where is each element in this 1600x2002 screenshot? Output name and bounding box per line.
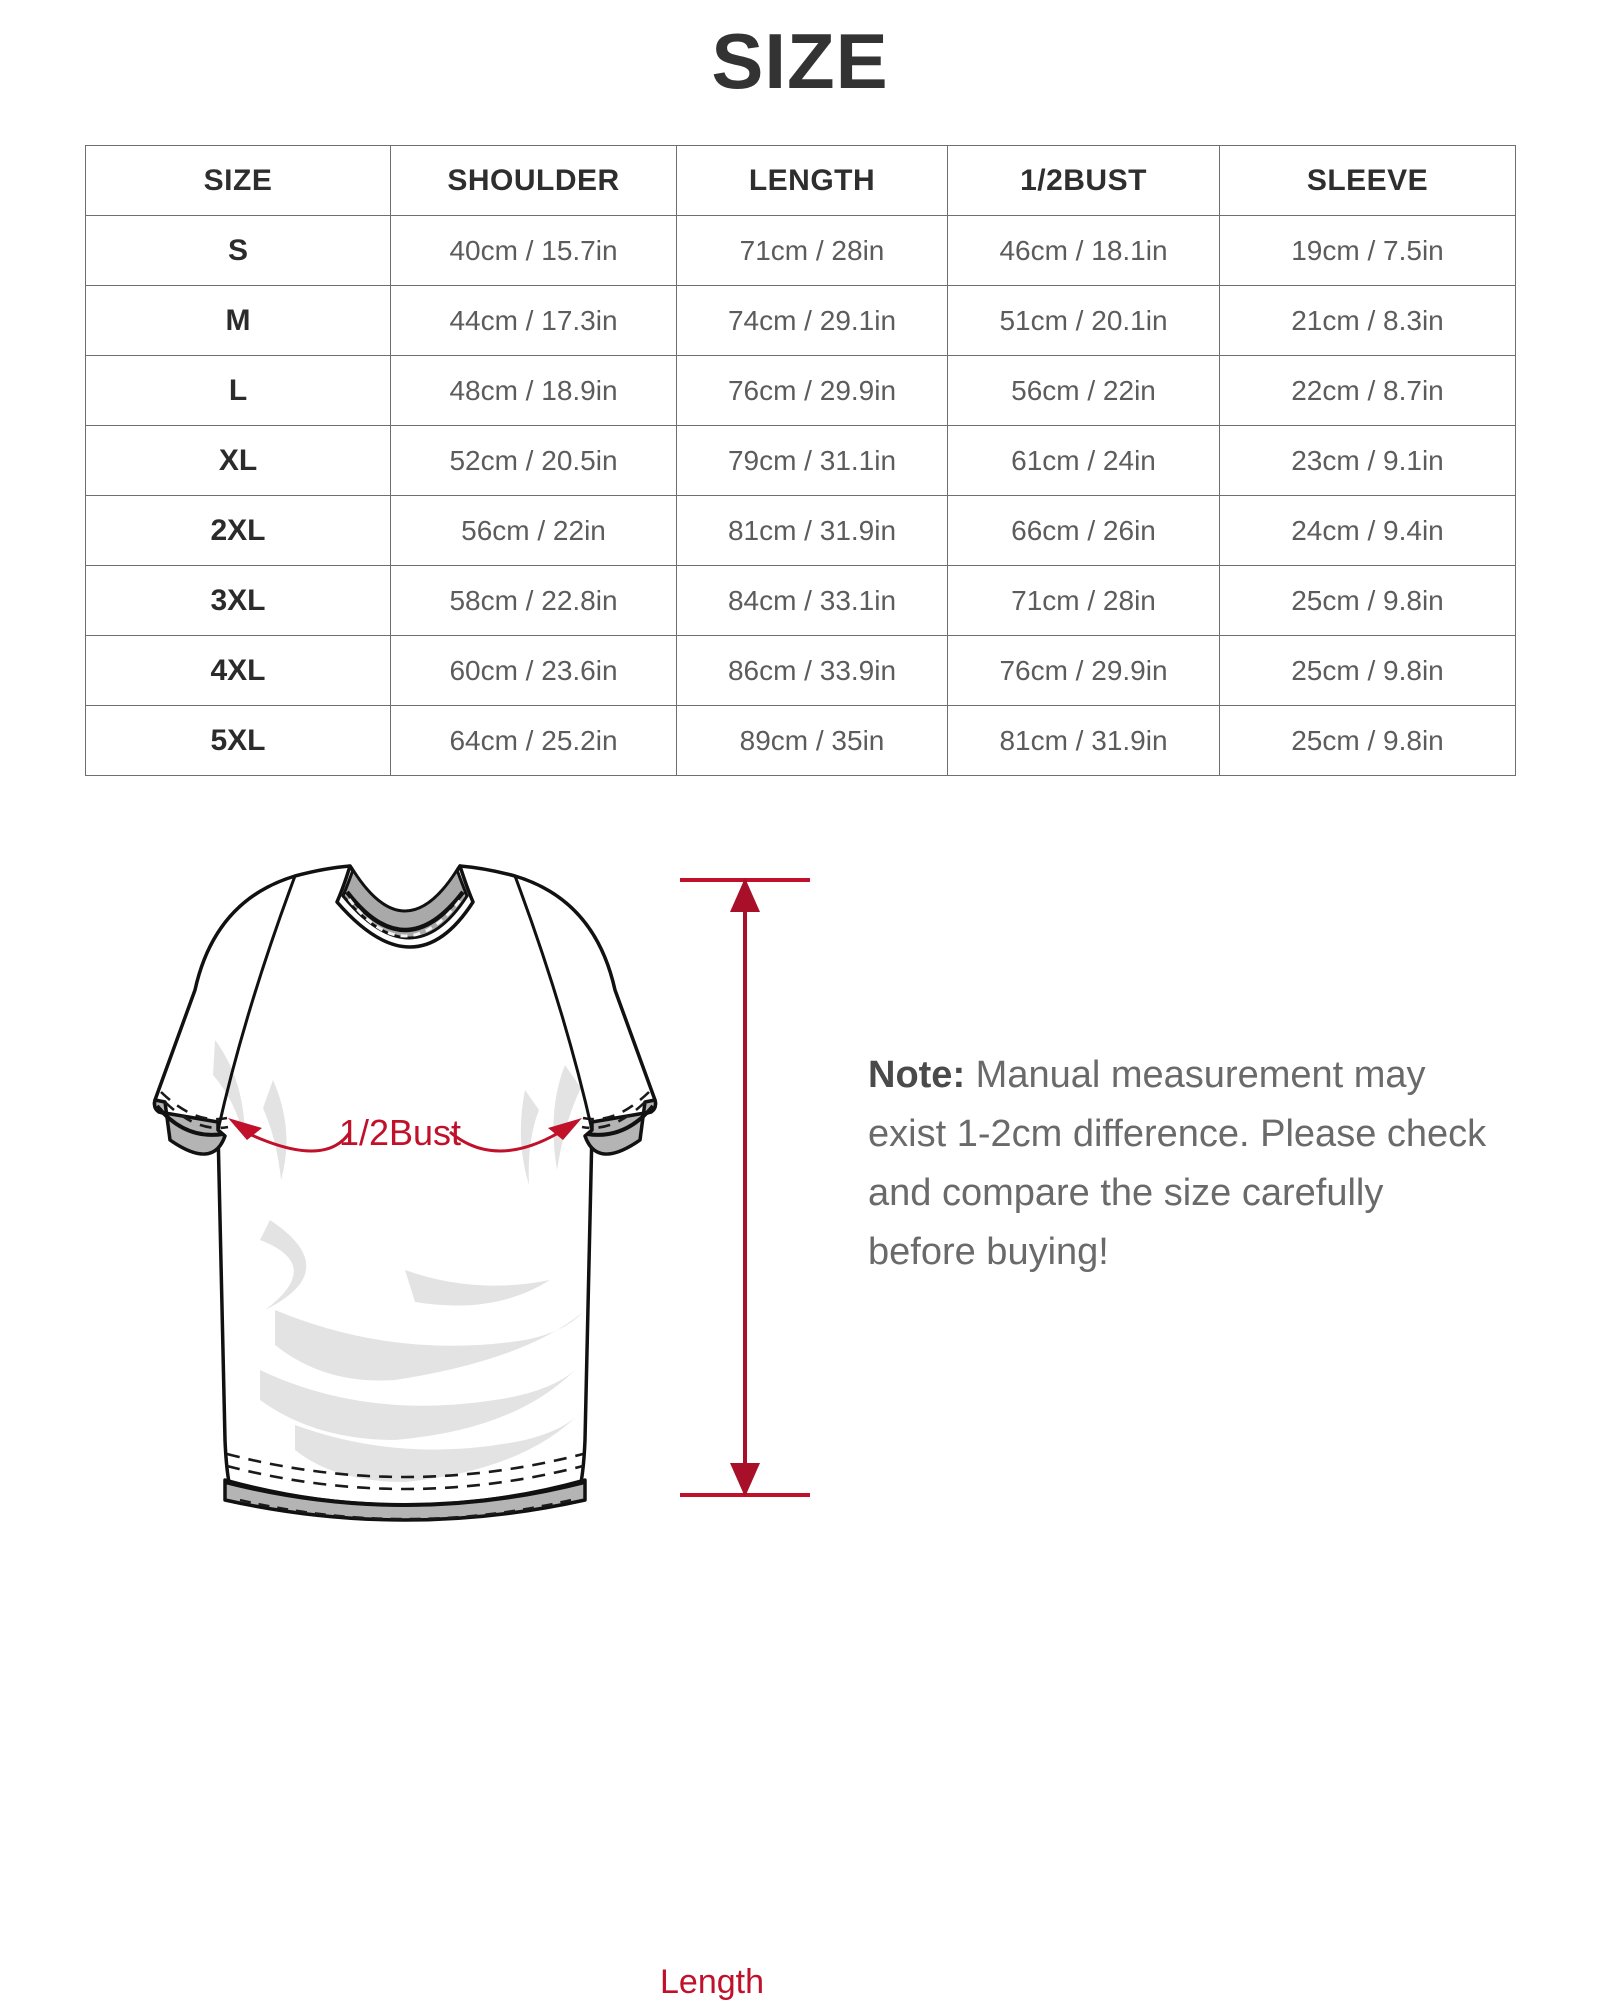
table-row: L 48cm / 18.9in 76cm / 29.9in 56cm / 22i… xyxy=(85,355,1516,426)
cell-size: S xyxy=(85,215,391,286)
cell-shoulder: 40cm / 15.7in xyxy=(390,215,677,286)
cell-half-bust: 61cm / 24in xyxy=(947,425,1220,496)
page-title: SIZE xyxy=(711,17,889,105)
table-row: 4XL 60cm / 23.6in 86cm / 33.9in 76cm / 2… xyxy=(85,635,1516,706)
cell-size: L xyxy=(85,355,391,426)
cell-sleeve: 25cm / 9.8in xyxy=(1219,705,1516,776)
cell-size: 5XL xyxy=(85,705,391,776)
length-arrowhead-bottom xyxy=(730,1463,760,1497)
cell-size: XL xyxy=(85,425,391,496)
cell-half-bust: 71cm / 28in xyxy=(947,565,1220,636)
column-header-half-bust: 1/2BUST xyxy=(947,145,1220,216)
cell-length: 89cm / 35in xyxy=(676,705,948,776)
length-arrow xyxy=(680,878,810,1497)
column-header-length: LENGTH xyxy=(676,145,948,216)
note-prefix: Note: xyxy=(868,1054,966,1096)
collar-stitch-dashes xyxy=(347,898,463,938)
cell-shoulder: 58cm / 22.8in xyxy=(390,565,677,636)
cell-length: 86cm / 33.9in xyxy=(676,635,948,706)
bottom-hem-stitch-1 xyxy=(226,1452,584,1479)
column-header-size: SIZE xyxy=(85,145,391,216)
cell-size: 2XL xyxy=(85,495,391,566)
table-header-row: SIZE SHOULDER LENGTH 1/2BUST SLEEVE xyxy=(85,145,1516,216)
cell-half-bust: 56cm / 22in xyxy=(947,355,1220,426)
left-shoulder-seam xyxy=(216,875,297,1131)
cell-half-bust: 81cm / 31.9in xyxy=(947,705,1220,776)
table-row: XL 52cm / 20.5in 79cm / 31.1in 61cm / 24… xyxy=(85,425,1516,496)
cell-sleeve: 25cm / 9.8in xyxy=(1219,565,1516,636)
cell-length: 84cm / 33.1in xyxy=(676,565,948,636)
right-shoulder-seam xyxy=(513,875,594,1131)
right-cuff-shape xyxy=(583,1098,658,1156)
cell-shoulder: 44cm / 17.3in xyxy=(390,285,677,356)
table-row: 5XL 64cm / 25.2in 89cm / 35in 81cm / 31.… xyxy=(85,705,1516,776)
length-label: Length xyxy=(660,1963,764,2001)
cell-length: 76cm / 29.9in xyxy=(676,355,948,426)
cell-sleeve: 25cm / 9.8in xyxy=(1219,635,1516,706)
table-row: S 40cm / 15.7in 71cm / 28in 46cm / 18.1i… xyxy=(85,215,1516,286)
cell-size: 3XL xyxy=(85,565,391,636)
right-cuff-edge xyxy=(586,1104,655,1137)
size-chart-table: SIZE SHOULDER LENGTH 1/2BUST SLEEVE S 40… xyxy=(85,145,1516,776)
bottom-hem-stitch-3 xyxy=(239,1498,572,1521)
table-row: 2XL 56cm / 22in 81cm / 31.9in 66cm / 26i… xyxy=(85,495,1516,566)
cell-shoulder: 56cm / 22in xyxy=(390,495,677,566)
cell-length: 79cm / 31.1in xyxy=(676,425,948,496)
cell-sleeve: 19cm / 7.5in xyxy=(1219,215,1516,286)
table-row: M 44cm / 17.3in 74cm / 29.1in 51cm / 20.… xyxy=(85,285,1516,356)
note-block: Note: Manual measurement may exist 1-2cm… xyxy=(868,1046,1488,1282)
length-arrowhead-top xyxy=(730,878,760,912)
column-header-shoulder: SHOULDER xyxy=(390,145,677,216)
bottom-hem-edge xyxy=(224,1480,586,1507)
cell-half-bust: 46cm / 18.1in xyxy=(947,215,1220,286)
half-bust-label: 1/2Bust xyxy=(339,1112,461,1153)
cell-shoulder: 64cm / 25.2in xyxy=(390,705,677,776)
left-cuff-stitch-2 xyxy=(164,1101,229,1130)
right-cuff-stitch-2 xyxy=(581,1101,646,1130)
cell-size: 4XL xyxy=(85,635,391,706)
left-cuff-shape xyxy=(152,1098,227,1156)
cell-length: 81cm / 31.9in xyxy=(676,495,948,566)
note-body: Manual measurement may exist 1-2cm diffe… xyxy=(868,1054,1487,1273)
collar-stitch-band xyxy=(345,890,465,933)
cell-shoulder: 52cm / 20.5in xyxy=(390,425,677,496)
cell-length: 71cm / 28in xyxy=(676,215,948,286)
column-header-sleeve: SLEEVE xyxy=(1219,145,1516,216)
table-row: 3XL 58cm / 22.8in 84cm / 33.1in 71cm / 2… xyxy=(85,565,1516,636)
tshirt-illustration-icon: 1/2Bust xyxy=(152,864,658,1522)
cell-size: M xyxy=(85,285,391,356)
cell-half-bust: 51cm / 20.1in xyxy=(947,285,1220,356)
cell-sleeve: 21cm / 8.3in xyxy=(1219,285,1516,356)
fabric-shadow-group xyxy=(213,1040,583,1482)
cell-sleeve: 22cm / 8.7in xyxy=(1219,355,1516,426)
cell-shoulder: 48cm / 18.9in xyxy=(390,355,677,426)
cell-half-bust: 76cm / 29.9in xyxy=(947,635,1220,706)
left-cuff-edge xyxy=(155,1104,224,1137)
bottom-hem-stitch-2 xyxy=(226,1464,584,1491)
cell-shoulder: 60cm / 23.6in xyxy=(390,635,677,706)
measurement-diagram: 1/2Bust Length xyxy=(0,820,1600,2001)
cell-length: 74cm / 29.1in xyxy=(676,285,948,356)
cell-half-bust: 66cm / 26in xyxy=(947,495,1220,566)
half-bust-arrow xyxy=(228,1118,582,1153)
cell-sleeve: 23cm / 9.1in xyxy=(1219,425,1516,496)
cell-sleeve: 24cm / 9.4in xyxy=(1219,495,1516,566)
